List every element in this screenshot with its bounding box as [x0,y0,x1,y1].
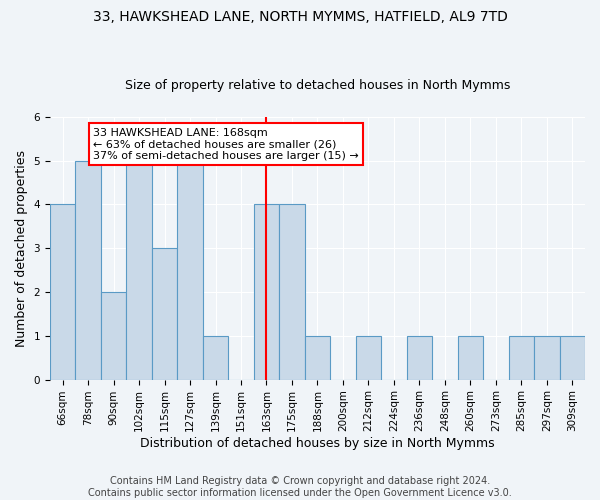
Bar [254,204,279,380]
Bar [534,336,560,380]
Bar [305,336,330,380]
Y-axis label: Number of detached properties: Number of detached properties [15,150,28,346]
Text: 33, HAWKSHEAD LANE, NORTH MYMMS, HATFIELD, AL9 7TD: 33, HAWKSHEAD LANE, NORTH MYMMS, HATFIEL… [92,10,508,24]
Bar [50,204,76,380]
Bar [152,248,178,380]
Bar [279,204,305,380]
Bar [76,160,101,380]
Bar [101,292,127,380]
Bar [127,160,152,380]
Bar [458,336,483,380]
Bar [407,336,432,380]
X-axis label: Distribution of detached houses by size in North Mymms: Distribution of detached houses by size … [140,437,495,450]
Bar [203,336,228,380]
Bar [356,336,381,380]
Bar [509,336,534,380]
Bar [560,336,585,380]
Title: Size of property relative to detached houses in North Mymms: Size of property relative to detached ho… [125,79,510,92]
Text: 33 HAWKSHEAD LANE: 168sqm
← 63% of detached houses are smaller (26)
37% of semi-: 33 HAWKSHEAD LANE: 168sqm ← 63% of detac… [93,128,359,161]
Bar [178,160,203,380]
Text: Contains HM Land Registry data © Crown copyright and database right 2024.
Contai: Contains HM Land Registry data © Crown c… [88,476,512,498]
